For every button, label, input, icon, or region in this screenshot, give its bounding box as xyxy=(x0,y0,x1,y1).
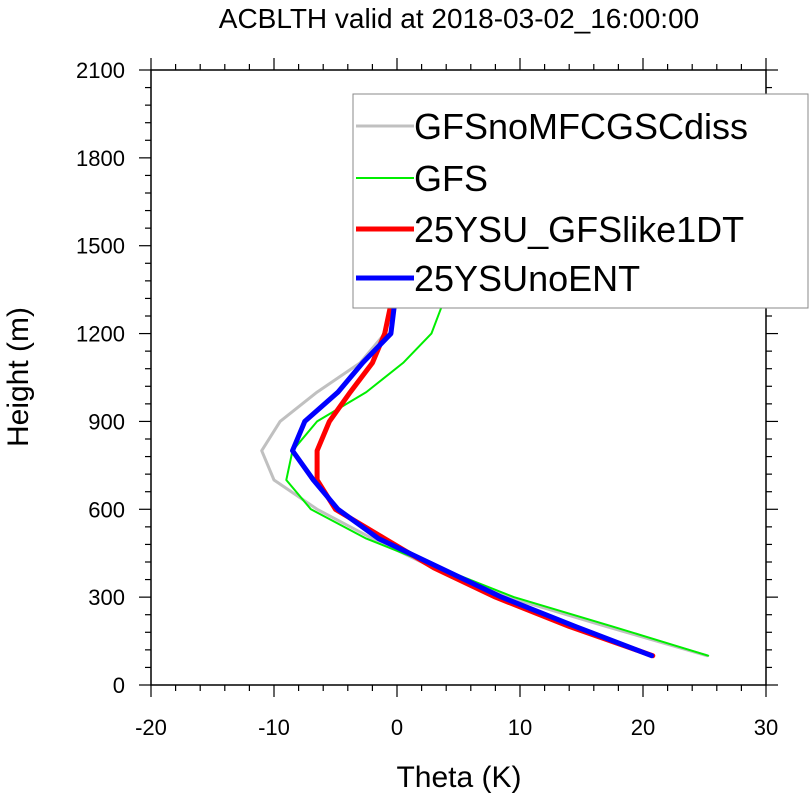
legend-label: 25YSU_GFSlike1DT xyxy=(414,209,744,250)
series-layer xyxy=(260,96,710,659)
x-tick-label: -10 xyxy=(258,715,290,740)
chart-title: ACBLTH valid at 2018-03-02_16:00:00 xyxy=(219,3,699,34)
y-tick-label: 1200 xyxy=(76,322,125,347)
x-tick-label: 20 xyxy=(631,715,655,740)
x-tick-label: -20 xyxy=(135,715,167,740)
series-line-25ysunoent xyxy=(290,96,655,659)
series-line-25ysu-gfslike1dt xyxy=(314,96,656,659)
x-tick-label: 0 xyxy=(391,715,403,740)
y-tick-label: 1500 xyxy=(76,234,125,259)
y-tick-label: 300 xyxy=(88,585,125,610)
y-tick-label: 1800 xyxy=(76,146,125,171)
legend-label: GFS xyxy=(414,158,488,199)
legend-label: GFSnoMFCGSCdiss xyxy=(414,106,748,147)
y-tick-label: 900 xyxy=(88,409,125,434)
x-tick-label: 10 xyxy=(508,715,532,740)
y-axis-title: Height (m) xyxy=(2,307,35,447)
y-tick-label: 600 xyxy=(88,497,125,522)
y-tick-label: 2100 xyxy=(76,58,125,83)
plot-frame xyxy=(150,69,767,686)
legend: GFSnoMFCGSCdiss GFS 25YSU_GFSlike1DT 25YSUn… xyxy=(352,93,809,309)
legend-label: 25YSUnoENT xyxy=(414,258,640,299)
legend-box xyxy=(352,93,809,309)
x-tick-label: 30 xyxy=(754,715,778,740)
y-tick-label: 0 xyxy=(113,673,125,698)
x-axis-title: Theta (K) xyxy=(396,761,521,794)
